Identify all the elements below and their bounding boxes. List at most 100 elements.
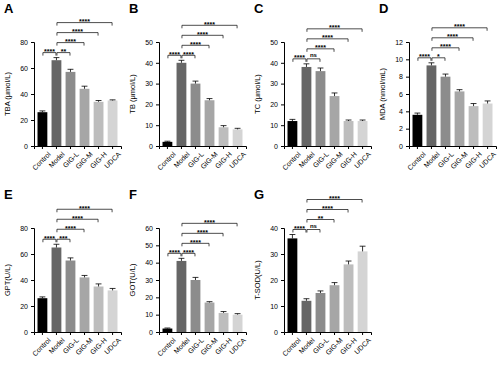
error-bar — [429, 63, 435, 66]
axis-line — [285, 333, 372, 336]
y-tick: 60 — [145, 225, 159, 232]
y-tick: 0 — [399, 143, 409, 150]
bar — [427, 65, 437, 146]
significance-label: * — [437, 53, 440, 60]
error-bar — [68, 258, 74, 261]
bar — [302, 301, 312, 332]
y-tick: 40 — [145, 60, 159, 67]
y-tick: 0 — [24, 143, 34, 150]
error-bar — [304, 299, 310, 301]
error-bar — [54, 244, 60, 247]
significance-label: **** — [44, 235, 55, 242]
y-tick: 40 — [145, 259, 159, 266]
y-tick: 20 — [145, 101, 159, 108]
y-tick-mark — [281, 84, 284, 85]
x-tick-mark — [223, 332, 224, 335]
significance-label: ** — [318, 215, 324, 222]
bar — [177, 63, 187, 146]
significance-label: **** — [447, 33, 458, 40]
y-tick: 20 — [20, 117, 34, 124]
bar — [108, 290, 118, 332]
x-tick-mark — [237, 332, 238, 335]
x-tick-mark — [84, 332, 85, 335]
error-bar — [207, 99, 213, 101]
y-tick-label: 50 — [145, 242, 153, 249]
x-tick-mark — [487, 146, 488, 149]
bar — [80, 89, 90, 146]
bar — [191, 280, 201, 332]
significance-bracket — [307, 230, 320, 233]
x-tick: UDCA — [353, 146, 372, 169]
axis-line — [406, 43, 410, 147]
x-tick-label: Control — [406, 150, 427, 171]
plot: 020406080ControlModelGIG-LGIG-MGIG-HUDCA… — [3, 18, 122, 171]
y-tick-label: 0 — [149, 143, 153, 150]
x-tick-mark — [292, 146, 293, 149]
y-tick-mark — [156, 228, 159, 229]
y-axis-title: GPT(U/L) — [3, 263, 12, 296]
significance-label: **** — [204, 21, 215, 28]
x-tick-mark — [112, 146, 113, 149]
axis-line — [156, 43, 160, 147]
y-tick: 10 — [270, 303, 284, 310]
plot: 01020304050ControlModelGIG-LGIG-MGIG-HUD… — [128, 21, 247, 172]
y-tick: 0 — [274, 143, 284, 150]
bar — [344, 121, 354, 146]
y-tick-mark — [281, 280, 284, 281]
significance-label: **** — [454, 23, 465, 30]
y-tick-mark — [156, 280, 159, 281]
y-tick: 10 — [395, 56, 409, 63]
y-axis: 01020304050 — [270, 39, 284, 150]
y-tick: 50 — [270, 39, 284, 46]
x-tick: Control — [156, 332, 177, 357]
x-tick-label: Control — [31, 336, 52, 357]
y-tick-mark — [156, 63, 159, 64]
y-tick: 0 — [149, 143, 159, 150]
significance-label: **** — [190, 239, 201, 246]
y-tick: 20 — [270, 101, 284, 108]
y-tick-mark — [406, 77, 409, 78]
y-axis-title: T-SOD(U/L) — [253, 260, 262, 300]
y-tick-mark — [406, 129, 409, 130]
error-bar — [96, 101, 102, 102]
error-bar — [82, 86, 88, 89]
y-tick: 60 — [20, 65, 34, 72]
bar — [163, 142, 173, 146]
significance-label: **** — [79, 18, 90, 25]
y-tick-label: 20 — [270, 101, 278, 108]
y-tick: 20 — [145, 294, 159, 301]
y-tick: 40 — [270, 225, 284, 232]
significance-label: **** — [204, 219, 215, 226]
y-tick: 0 — [274, 329, 284, 336]
x-tick-mark — [70, 146, 71, 149]
axis-line — [410, 147, 497, 150]
bar — [344, 264, 354, 332]
y-tick-mark — [31, 42, 34, 43]
bar — [52, 248, 62, 333]
y-tick-mark — [156, 315, 159, 316]
error-bar — [193, 81, 199, 83]
x-tick-mark — [98, 146, 99, 149]
error-bar — [82, 275, 88, 277]
x-tick-mark — [362, 332, 363, 335]
error-bar — [304, 64, 310, 67]
x-tick-mark — [431, 146, 432, 149]
y-tick-label: 8 — [399, 73, 403, 80]
panel: C01020304050ControlModelGIG-LGIG-MGIG-HU… — [253, 1, 372, 171]
bar — [219, 313, 229, 332]
y-axis: 024681012 — [395, 39, 409, 150]
y-tick-mark — [31, 120, 34, 121]
y-tick-label: 20 — [20, 303, 28, 310]
y-tick-label: 30 — [145, 80, 153, 87]
y-tick-label: 30 — [145, 277, 153, 284]
error-bar — [164, 141, 170, 143]
significance-label: **** — [65, 38, 76, 45]
bar — [177, 261, 187, 332]
x-tick-mark — [292, 332, 293, 335]
x-tick-mark — [362, 146, 363, 149]
x-tick-mark — [334, 146, 335, 149]
x-tick-mark — [167, 146, 168, 149]
x-tick-mark — [306, 146, 307, 149]
significance-label: **** — [72, 28, 83, 35]
bar — [205, 303, 215, 332]
